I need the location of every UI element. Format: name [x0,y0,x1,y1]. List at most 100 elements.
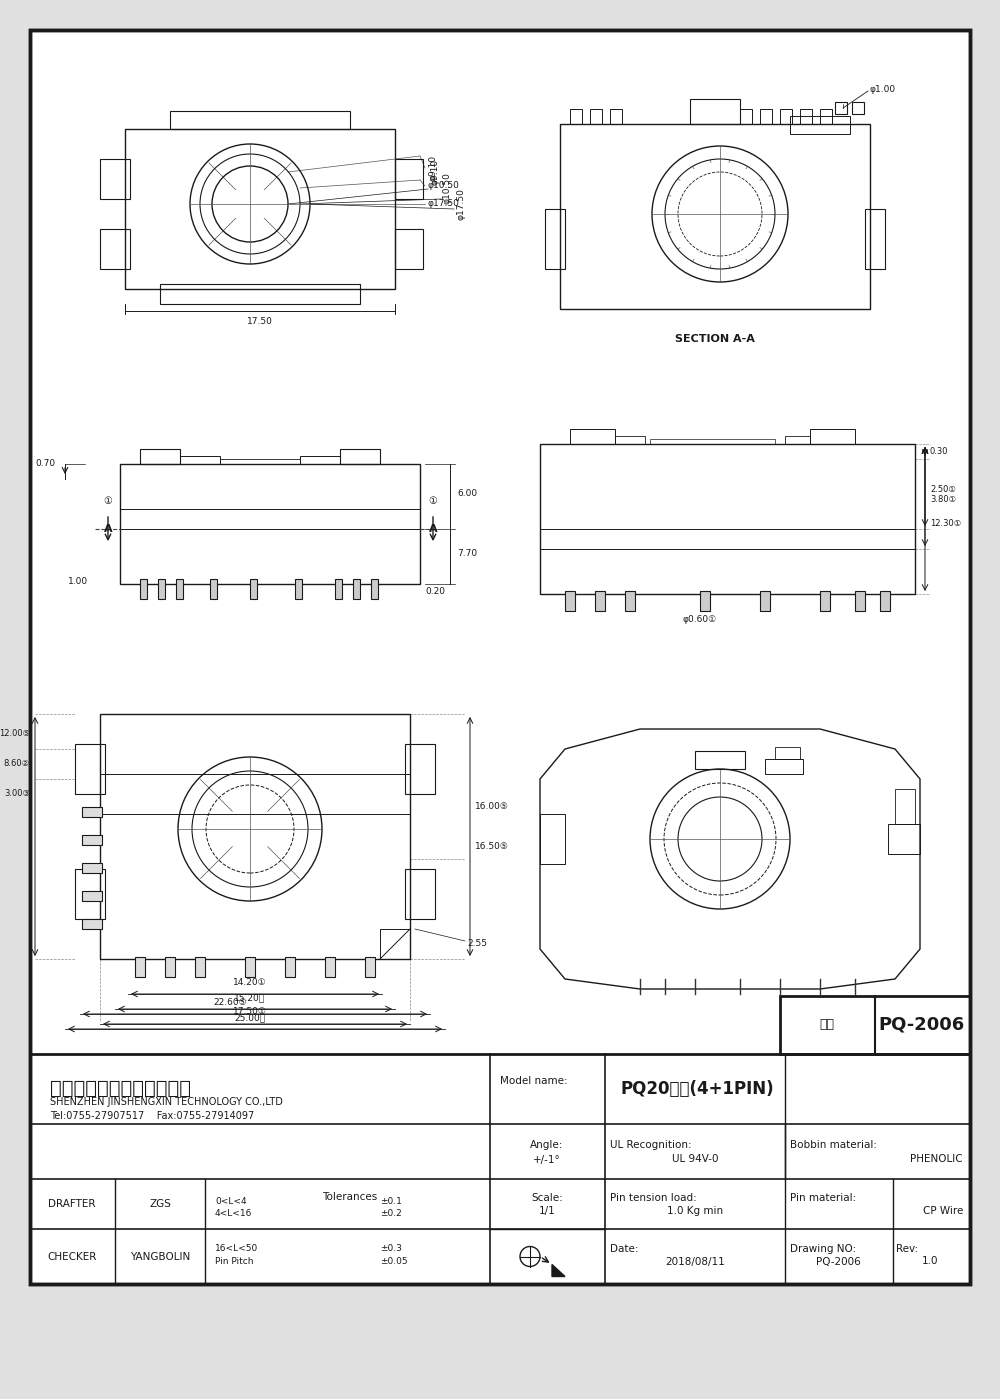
Text: 4<L<16: 4<L<16 [215,1210,252,1219]
Bar [765,760,803,774]
Bar [82,807,102,817]
Text: 3.00③: 3.00③ [4,789,30,799]
Bar [395,159,423,199]
Bar [855,590,865,611]
Bar [100,713,410,958]
Bar [160,284,360,304]
Bar [30,1053,970,1284]
Text: 0.30: 0.30 [930,448,948,456]
Text: A: A [429,525,437,534]
Bar [125,129,395,290]
Bar [775,747,800,760]
Bar [140,449,180,464]
Text: 0<L<4: 0<L<4 [215,1198,247,1206]
Bar [835,102,847,113]
Bar [300,456,340,464]
Text: 1/1: 1/1 [539,1206,555,1216]
Text: Date:: Date: [610,1244,639,1254]
Bar [800,109,812,125]
Bar [250,579,257,599]
Text: 16<L<50: 16<L<50 [215,1244,258,1254]
Text: Pin tension load:: Pin tension load: [610,1193,697,1203]
Bar [82,863,102,873]
Text: 8.60②: 8.60② [4,760,30,768]
Text: 16.00⑤: 16.00⑤ [475,802,509,811]
Bar [740,109,752,125]
Text: 16.50⑤: 16.50⑤ [475,842,509,851]
Bar [100,229,130,269]
Text: SHENZHEN JINSHENGXIN TECHNOLOGY CO.,LTD: SHENZHEN JINSHENGXIN TECHNOLOGY CO.,LTD [50,1097,283,1107]
Text: Bobbin material:: Bobbin material: [790,1140,877,1150]
Text: φ9.10: φ9.10 [430,159,439,185]
Bar [371,579,378,599]
Bar [590,109,602,125]
Text: UL 94V-0: UL 94V-0 [672,1154,718,1164]
Text: CP Wire: CP Wire [923,1206,963,1216]
Bar [895,789,915,824]
Bar [335,579,342,599]
Text: ①: ① [104,497,112,506]
Bar [325,957,335,977]
Bar [353,579,360,599]
Bar [140,579,147,599]
Bar [785,436,810,443]
Text: Tel:0755-27907517    Fax:0755-27914097: Tel:0755-27907517 Fax:0755-27914097 [50,1111,254,1121]
Bar [405,744,435,795]
Bar [852,102,864,113]
Text: 7.70: 7.70 [457,550,477,558]
Bar [30,29,970,1284]
Bar [760,590,770,611]
Text: ±0.05: ±0.05 [380,1256,408,1266]
Text: 22.60⑤: 22.60⑤ [213,997,247,1007]
Bar [570,429,615,443]
Text: 17.50①: 17.50① [233,1007,267,1016]
Bar [545,208,565,269]
Bar [595,590,605,611]
Text: 15.20⑪: 15.20⑪ [234,993,266,1002]
Bar [195,957,205,977]
Bar [570,109,582,125]
Text: ZGS: ZGS [149,1199,171,1209]
Text: 1.0: 1.0 [922,1256,938,1266]
Text: PQ-2006: PQ-2006 [816,1256,860,1266]
Bar [82,919,102,929]
Polygon shape [552,1265,565,1276]
Text: 深圳市金盛鑫科技有限公司: 深圳市金盛鑫科技有限公司 [50,1079,191,1098]
Bar [790,116,850,134]
Text: 2018/08/11: 2018/08/11 [665,1256,725,1266]
Text: 1.00: 1.00 [68,576,88,586]
Text: Drawing NO:: Drawing NO: [790,1244,856,1254]
Text: Tolerances: Tolerances [322,1192,378,1202]
Bar [295,579,302,599]
Bar [82,835,102,845]
Bar [690,99,740,125]
Text: PHENOLIC: PHENOLIC [910,1154,963,1164]
Text: φ17.50: φ17.50 [428,200,460,208]
Bar [780,996,970,1053]
Bar [625,590,635,611]
Text: CHECKER: CHECKER [47,1252,97,1262]
Text: ±0.1: ±0.1 [380,1198,402,1206]
Text: φ0.60①: φ0.60① [683,616,717,624]
Text: 6.00: 6.00 [457,490,477,498]
Bar [220,459,300,464]
Text: 2.50①: 2.50① [930,484,956,494]
Text: 2.55: 2.55 [467,940,487,949]
Bar [695,751,745,769]
Bar [610,109,622,125]
Bar [365,957,375,977]
Bar [615,436,645,443]
Bar [180,456,220,464]
Text: PQ20立式(4+1PIN): PQ20立式(4+1PIN) [620,1080,774,1098]
Bar [405,869,435,919]
Text: Model name:: Model name: [500,1076,568,1086]
Text: φ10.50: φ10.50 [443,172,452,204]
Bar [650,439,775,443]
Bar [245,957,255,977]
Text: Rev:: Rev: [896,1244,918,1254]
Text: ±0.2: ±0.2 [380,1210,402,1219]
Text: 25.00⑪: 25.00⑪ [234,1013,266,1023]
Bar [170,111,350,129]
Bar [820,109,832,125]
Text: 0.20: 0.20 [425,586,445,596]
